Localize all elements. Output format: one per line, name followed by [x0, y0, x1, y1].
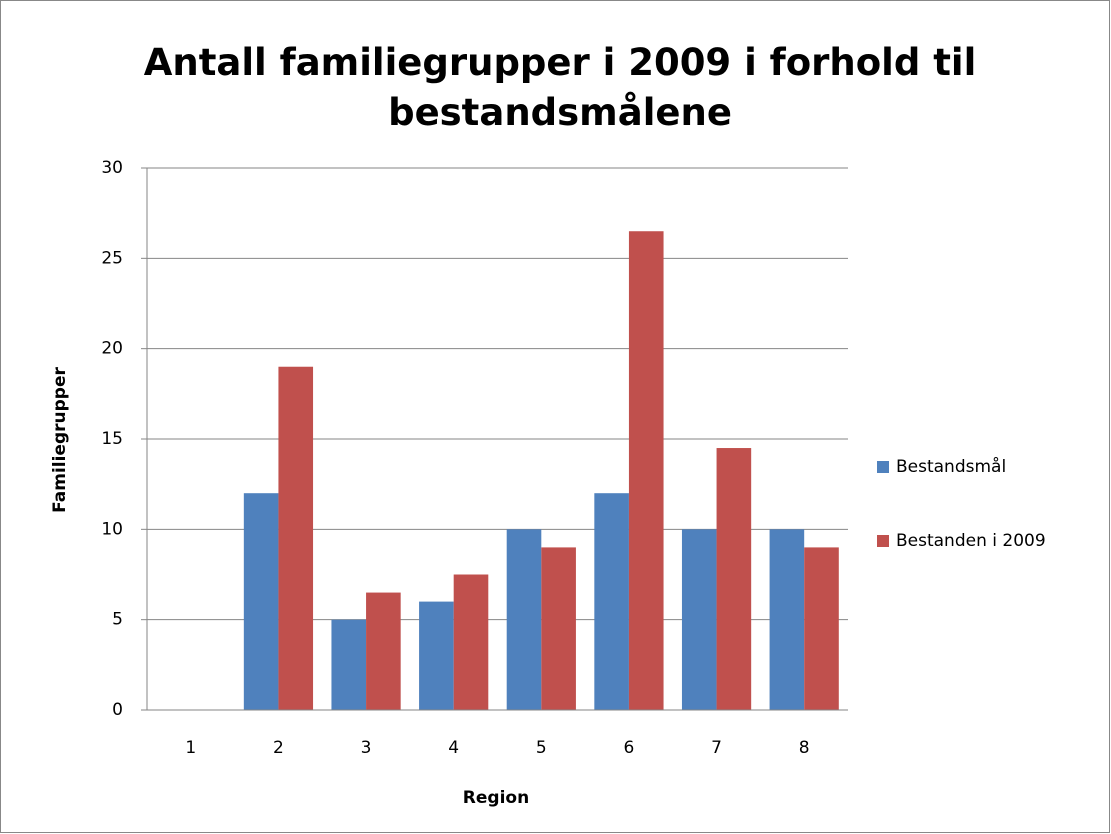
y-tick-label: 30 — [101, 158, 123, 178]
bar — [628, 231, 664, 710]
bar — [278, 366, 314, 710]
bar — [243, 493, 279, 710]
y-tick-label: 0 — [112, 700, 123, 720]
bar — [331, 619, 367, 710]
bar — [681, 529, 717, 710]
chart-title: Antall familiegrupper i 2009 i forhold t… — [143, 41, 977, 134]
bar — [804, 547, 839, 710]
bar — [541, 547, 576, 710]
bar — [453, 574, 489, 710]
x-tick-label: 4 — [448, 738, 459, 758]
bar — [506, 529, 542, 710]
bar — [594, 493, 629, 710]
bar — [366, 592, 401, 710]
x-tick-label: 1 — [185, 738, 196, 758]
legend-swatch — [877, 535, 889, 547]
x-tick-label: 7 — [711, 738, 722, 758]
y-tick-label: 10 — [101, 519, 123, 539]
y-axis-label: Familiegrupper — [50, 367, 70, 513]
x-tick-label: 5 — [536, 738, 547, 758]
y-tick-label: 5 — [112, 610, 123, 630]
y-tick-label: 15 — [101, 429, 123, 449]
bar — [769, 529, 805, 710]
legend-label: Bestanden i 2009 — [896, 531, 1046, 551]
x-tick-label: 3 — [361, 738, 372, 758]
legend-label: Bestandsmål — [896, 456, 1006, 477]
x-tick-label: 8 — [799, 738, 810, 758]
x-axis-label: Region — [463, 788, 529, 808]
x-tick-label: 6 — [624, 738, 635, 758]
y-tick-label: 25 — [101, 248, 123, 268]
legend-swatch — [877, 461, 889, 473]
bar — [419, 601, 454, 710]
x-tick-label: 2 — [273, 738, 284, 758]
y-tick-label: 20 — [101, 339, 123, 359]
bar — [716, 448, 752, 710]
